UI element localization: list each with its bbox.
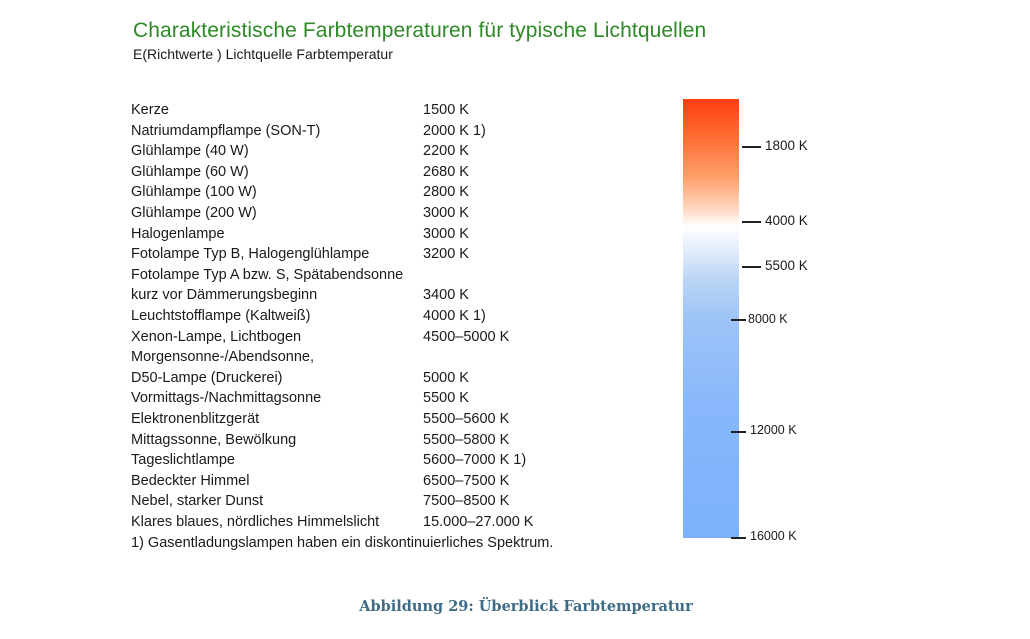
color-temperature-value: 5500–5800 K: [423, 431, 510, 448]
light-source-name: Leuchtstofflampe (Kaltweiß): [131, 307, 311, 324]
table-row: Glühlampe (200 W) 3000 K: [131, 203, 651, 224]
light-source-name: Tageslichtlampe: [131, 452, 235, 469]
table-row: Natriumdampflampe (SON-T) 2000 K 1): [131, 121, 651, 142]
table-row: Elektronenblitzgerät 5500–5600 K: [131, 409, 651, 430]
light-source-name: Morgensonne-/Abendsonne,: [131, 349, 314, 366]
light-source-name: Glühlampe (40 W): [131, 143, 249, 160]
scale-tick: [742, 146, 761, 148]
light-source-name: Kerze: [131, 102, 169, 118]
color-temperature-value: 2200 K: [423, 143, 469, 160]
light-source-name: Natriumdampflampe (SON-T): [131, 122, 321, 139]
page-title: Charakteristische Farbtemperaturen für t…: [133, 19, 707, 42]
scale-label-5500: 5500 K: [765, 258, 808, 273]
table-row: kurz vor Dämmerungsbeginn 3400 K: [131, 285, 651, 306]
table-row: Fotolampe Typ B, Halogenglühlampe 3200 K: [131, 244, 651, 265]
table-row: Klares blaues, nördliches Himmelslicht 15…: [131, 512, 651, 533]
scale-tick: [731, 537, 746, 539]
scale-tick: [742, 221, 761, 223]
table-row: Tageslichtlampe 5600–7000 K 1): [131, 450, 651, 471]
color-temperature-value: 5600–7000 K 1): [423, 452, 527, 469]
table-row: Halogenlampe 3000 K: [131, 224, 651, 245]
scale-tick: [731, 431, 746, 433]
light-source-name: Glühlampe (60 W): [131, 163, 249, 180]
light-source-name: Vormittags-/Nachmittagsonne: [131, 390, 322, 407]
scale-tick: [742, 266, 761, 268]
color-temperature-value: 3200 K: [423, 246, 469, 263]
light-source-name: Xenon-Lampe, Lichtbogen: [131, 328, 302, 345]
table-row: Glühlampe (60 W) 2680 K: [131, 162, 651, 183]
color-temperature-value: 3400 K: [423, 287, 469, 304]
color-temperature-value: 2800 K: [423, 184, 469, 201]
scale-label-1800: 1800 K: [765, 138, 808, 153]
color-temperature-value: 5500–5600 K: [423, 410, 510, 427]
page-subtitle: E(Richtwerte ) Lichtquelle Farbtemperatu…: [133, 46, 393, 62]
table-row: Kerze 1500 K: [131, 100, 651, 121]
color-temperature-value: 1500 K: [423, 102, 469, 118]
scale-label-4000: 4000 K: [765, 213, 808, 228]
color-temperature-value: 5000 K: [423, 369, 469, 386]
color-temperature-value: 5500 K: [423, 390, 469, 407]
scale-tick: [731, 319, 746, 321]
color-temperature-value: 3000 K: [423, 225, 469, 242]
scale-label-8000: 8000 K: [748, 312, 788, 326]
table-row: Glühlampe (100 W) 2800 K: [131, 182, 651, 203]
table-row: Xenon-Lampe, Lichtbogen 4500–5000 K: [131, 327, 651, 348]
table-row: Fotolampe Typ A bzw. S, Spätabendsonne: [131, 265, 651, 286]
light-source-name: Glühlampe (100 W): [131, 184, 257, 201]
light-source-name: Bedeckter Himmel: [131, 472, 250, 489]
color-temperature-value: 2680 K: [423, 163, 469, 180]
light-source-name: Fotolampe Typ B, Halogenglühlampe: [131, 246, 370, 263]
color-temperature-scale: [683, 99, 739, 538]
figure-caption: Abbildung 29: Überblick Farbtemperatur: [359, 598, 693, 615]
light-source-name: D50-Lampe (Druckerei): [131, 369, 283, 386]
scale-label-16000: 16000 K: [750, 529, 797, 543]
color-temperature-value: 7500–8500 K: [423, 493, 510, 510]
color-temperature-value: 15.000–27.000 K: [423, 513, 534, 530]
table-row: D50-Lampe (Druckerei) 5000 K: [131, 368, 651, 389]
table-row: Vormittags-/Nachmittagsonne 5500 K: [131, 388, 651, 409]
color-temperature-value: 3000 K: [423, 204, 469, 221]
light-source-name: Glühlampe (200 W): [131, 204, 257, 221]
color-temperature-value: 6500–7500 K: [423, 472, 510, 489]
light-source-table: Kerze 1500 K Natriumdampflampe (SON-T) 2000…: [131, 100, 651, 532]
color-temperature-value: 2000 K 1): [423, 122, 486, 139]
color-temperature-value: 4500–5000 K: [423, 328, 510, 345]
light-source-name: Halogenlampe: [131, 225, 225, 242]
table-row: Leuchtstofflampe (Kaltweiß) 4000 K 1): [131, 306, 651, 327]
table-row: Mittagssonne, Bewölkung 5500–5800 K: [131, 430, 651, 451]
table-row: Nebel, starker Dunst 7500–8500 K: [131, 491, 651, 512]
light-source-name: Elektronenblitzgerät: [131, 410, 260, 427]
scale-label-12000: 12000 K: [750, 423, 797, 437]
footnote: 1) Gasentladungslampen haben ein diskont…: [131, 535, 554, 551]
table-row: Glühlampe (40 W) 2200 K: [131, 141, 651, 162]
table-row: Morgensonne-/Abendsonne,: [131, 347, 651, 368]
table-row: Bedeckter Himmel 6500–7500 K: [131, 471, 651, 492]
light-source-name: Mittagssonne, Bewölkung: [131, 431, 297, 448]
light-source-name: Nebel, starker Dunst: [131, 493, 264, 510]
color-temperature-value: 4000 K 1): [423, 307, 486, 324]
light-source-name: kurz vor Dämmerungsbeginn: [131, 287, 318, 304]
light-source-name: Klares blaues, nördliches Himmelslicht: [131, 513, 380, 530]
light-source-name: Fotolampe Typ A bzw. S, Spätabendsonne: [131, 266, 404, 283]
